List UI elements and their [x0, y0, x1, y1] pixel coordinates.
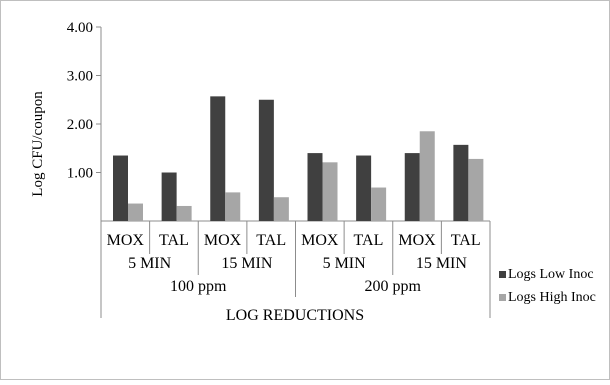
category-label: MOX: [204, 232, 242, 249]
legend-swatch: [499, 271, 506, 278]
legend-label: Logs High Inoc: [508, 290, 596, 305]
bar-high-inoc: [274, 197, 289, 221]
bar-low-inoc: [405, 153, 420, 221]
bar-high-inoc: [323, 162, 338, 221]
category-label: TAL: [256, 232, 286, 249]
x-axis-title: LOG REDUCTIONS: [226, 307, 364, 324]
bar-high-inoc: [420, 131, 435, 221]
bar-low-inoc: [210, 96, 225, 221]
bar-low-inoc: [356, 156, 371, 221]
legend-label: Logs Low Inoc: [508, 267, 594, 282]
y-axis-title: Log CFU/coupon: [30, 91, 46, 197]
time-group-label: 15 MIN: [416, 255, 468, 272]
category-label: TAL: [159, 232, 189, 249]
category-label: MOX: [301, 232, 339, 249]
category-label: MOX: [107, 232, 145, 249]
bar-high-inoc: [468, 159, 483, 221]
y-tick-label: 3.00: [67, 69, 93, 85]
y-tick-label: 1.00: [67, 166, 93, 182]
time-group-label: 5 MIN: [128, 255, 172, 272]
y-tick-label: 4.00: [67, 20, 93, 36]
bar-low-inoc: [259, 100, 274, 221]
category-label: TAL: [354, 232, 384, 249]
category-label: TAL: [451, 232, 481, 249]
bar-low-inoc: [113, 156, 128, 221]
bar-high-inoc: [371, 188, 386, 221]
time-group-label: 5 MIN: [323, 255, 367, 272]
bar-low-inoc: [162, 173, 177, 222]
legend-swatch: [499, 294, 506, 301]
bar-low-inoc: [308, 153, 323, 221]
y-tick-label: 2.00: [67, 117, 93, 133]
time-group-label: 15 MIN: [221, 255, 273, 272]
concentration-label: 100 ppm: [170, 278, 227, 295]
bar-low-inoc: [453, 145, 468, 221]
concentration-label: 200 ppm: [365, 278, 422, 295]
bar-high-inoc: [177, 206, 192, 221]
bar-high-inoc: [128, 204, 143, 221]
bar-high-inoc: [225, 192, 240, 221]
category-label: MOX: [398, 232, 436, 249]
